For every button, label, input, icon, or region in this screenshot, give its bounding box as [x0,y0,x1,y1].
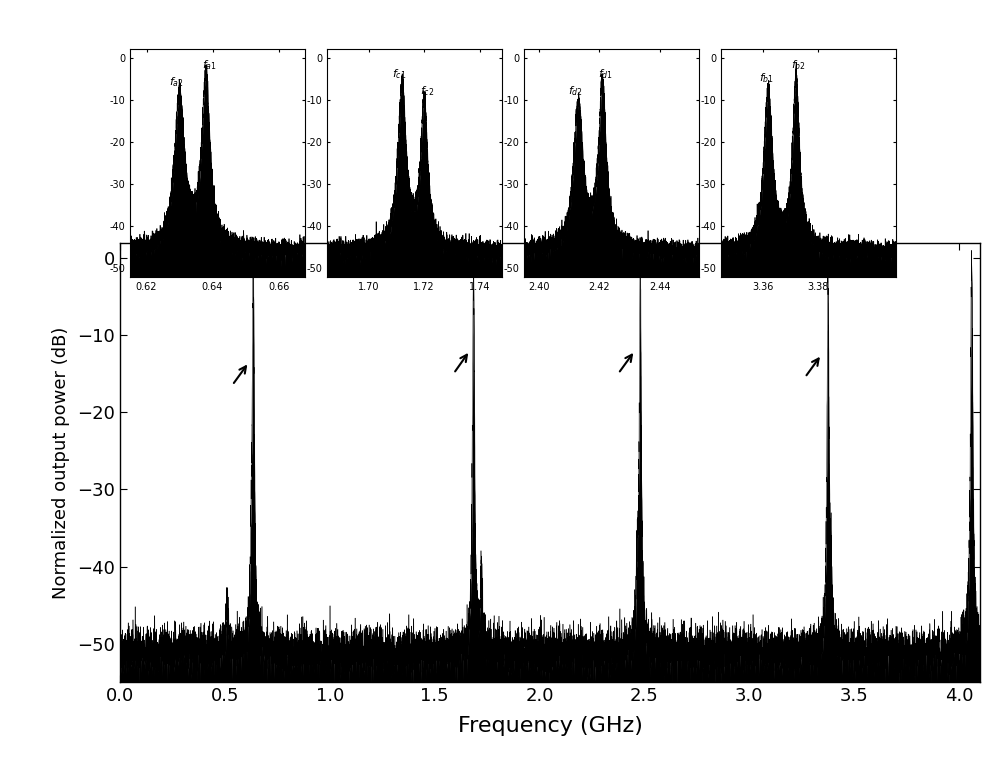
Text: $f_{a2}$: $f_{a2}$ [169,76,184,89]
Text: $f_{b1}$: $f_{b1}$ [759,71,774,85]
Text: $f_{d1}$: $f_{d1}$ [598,67,613,81]
Y-axis label: Normalized output power (dB): Normalized output power (dB) [52,326,70,599]
Text: $f_{c1}$: $f_{c1}$ [392,67,406,81]
Text: $f_{d2}$: $f_{d2}$ [568,84,583,98]
Text: $f_{b2}$: $f_{b2}$ [791,58,806,73]
Text: $f_{c2}$: $f_{c2}$ [420,84,434,98]
Text: $f_{a1}$: $f_{a1}$ [202,58,217,73]
X-axis label: Frequency (GHz): Frequency (GHz) [458,716,642,736]
